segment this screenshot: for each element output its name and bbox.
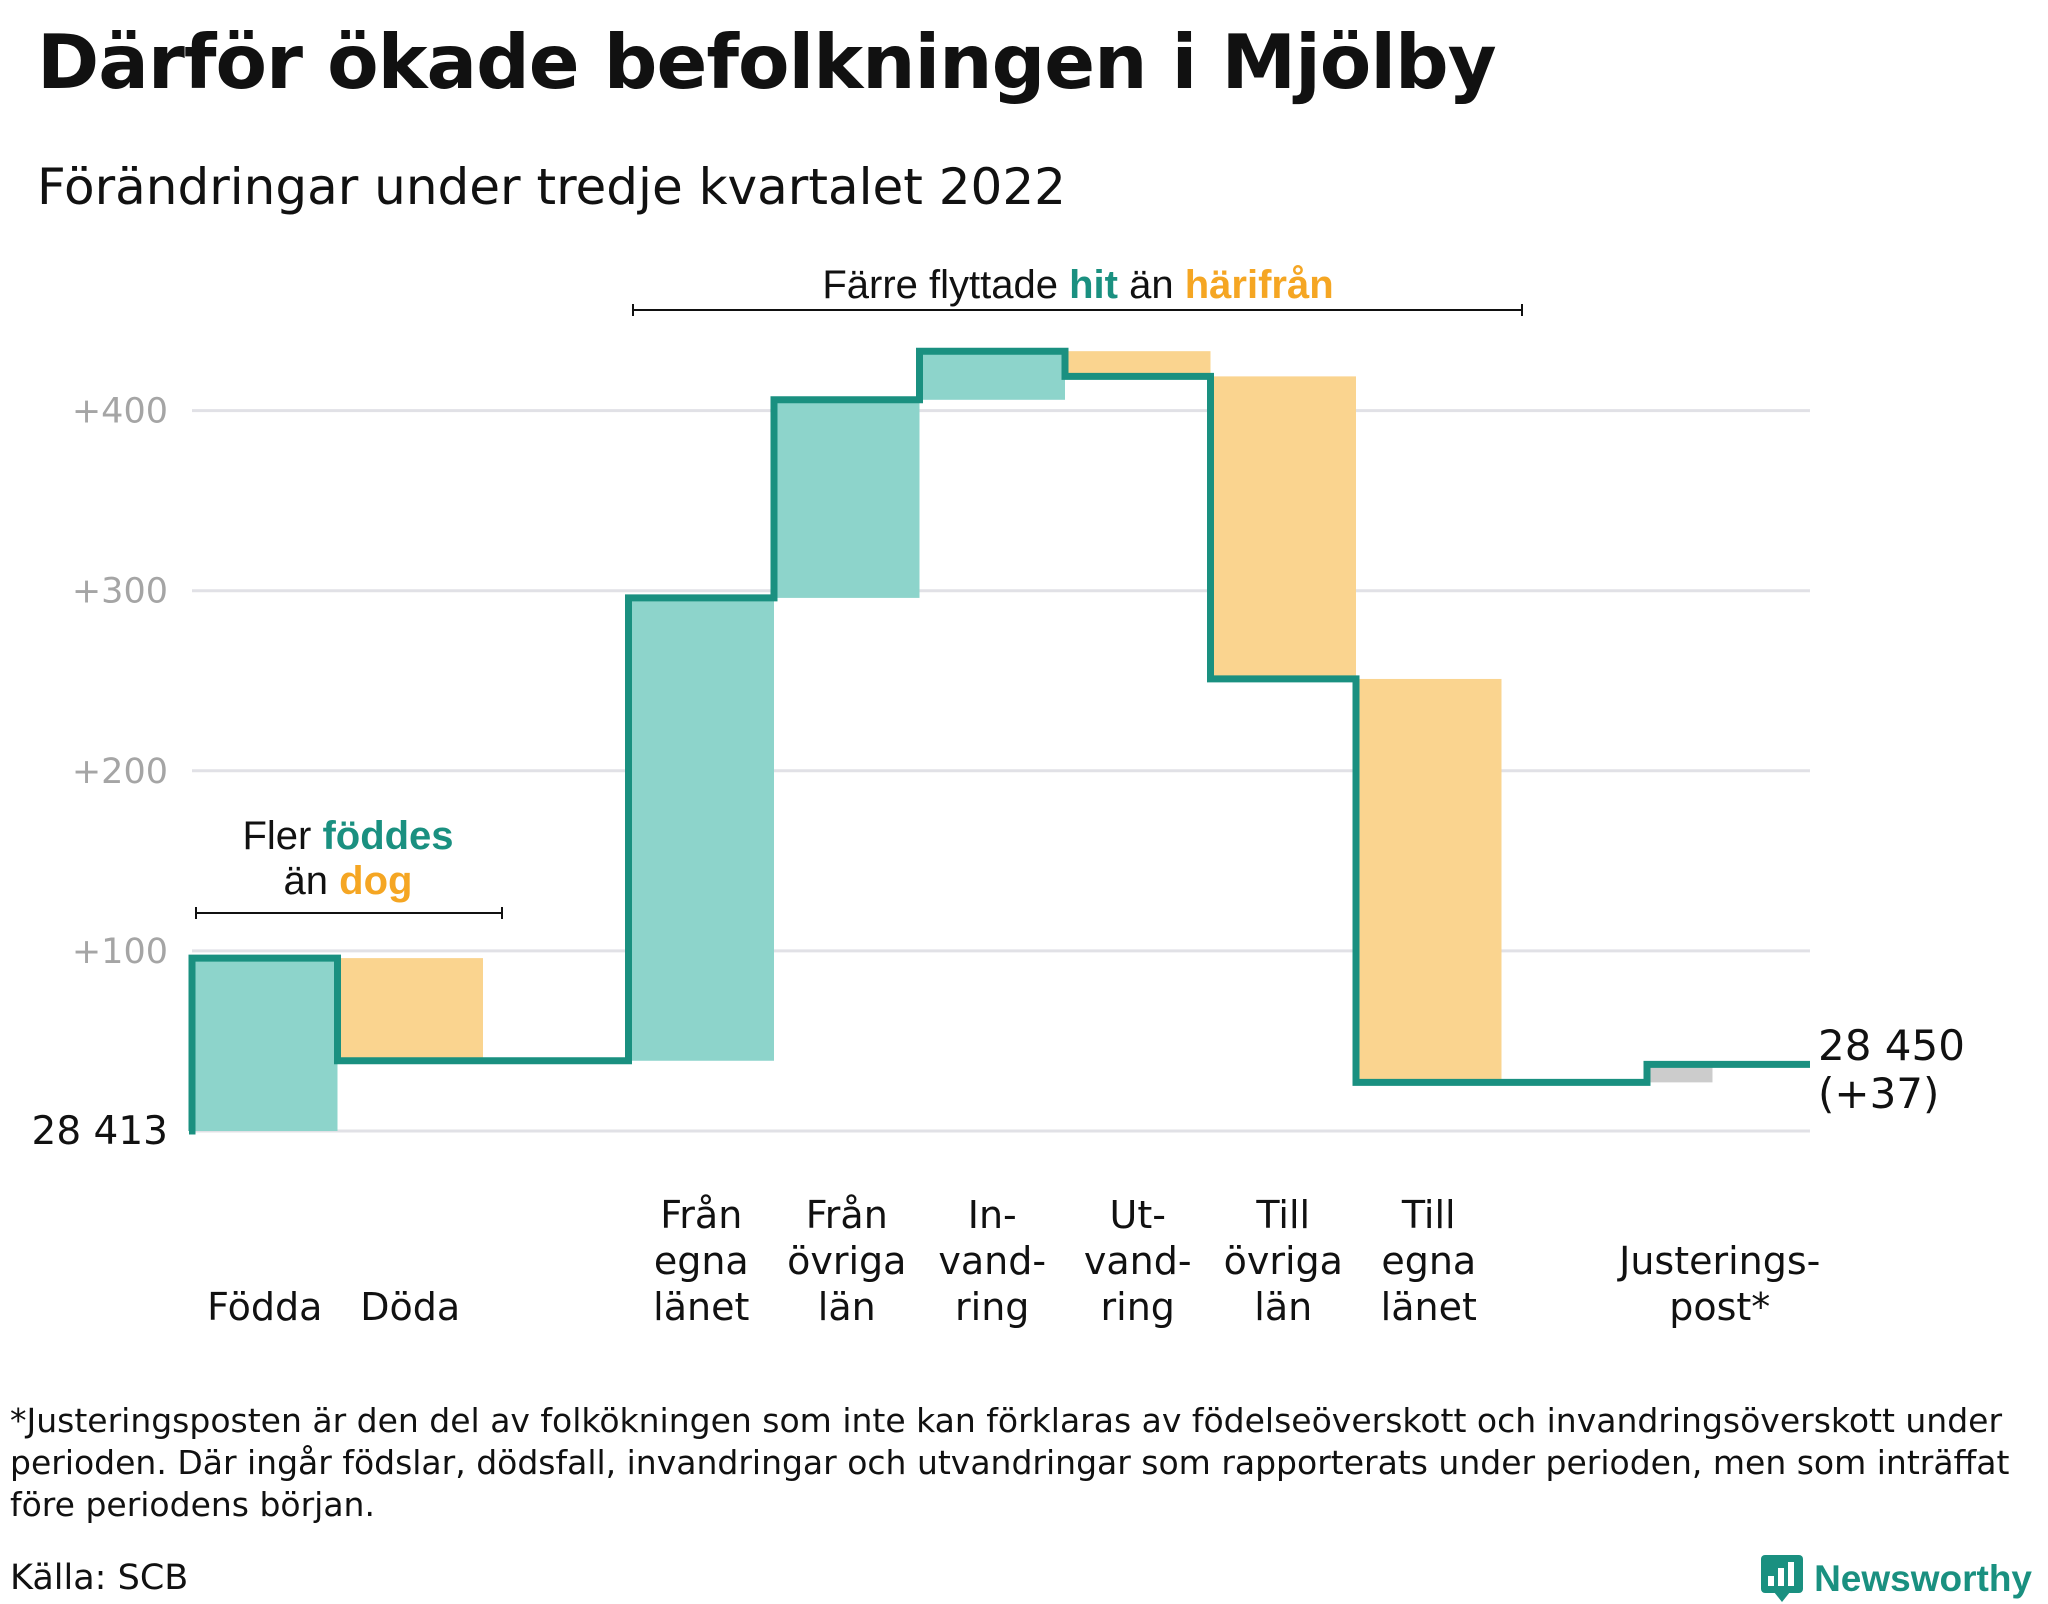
y-tick-label: +100: [72, 932, 168, 972]
y-tick-label: +400: [72, 392, 168, 432]
bar-adjustment: [1647, 1064, 1713, 1083]
bar-increase: [919, 351, 1065, 400]
annotation-segment: härifrån: [1185, 263, 1334, 307]
bar-decrease: [1065, 351, 1211, 377]
category-label: Födda: [207, 1285, 322, 1329]
category-label: Justerings-: [1617, 1239, 1820, 1283]
category-label: länet: [653, 1285, 749, 1329]
category-label: Till: [1255, 1193, 1310, 1237]
annotation-text: Fler föddes: [242, 814, 453, 858]
bar-increase: [628, 597, 774, 1061]
running-total-line: [188, 347, 1810, 1135]
category-label: övriga: [787, 1239, 906, 1283]
annotation-segment: än: [1118, 263, 1185, 307]
annotation-segment: dog: [339, 859, 412, 903]
annotation-segment: än: [284, 859, 340, 903]
category-label: egna: [654, 1239, 749, 1283]
category-label: Döda: [360, 1285, 460, 1329]
category-label: egna: [1381, 1239, 1476, 1283]
footnote: *Justeringsposten är den del av folkökni…: [10, 1401, 2010, 1524]
category-label: post*: [1669, 1285, 1770, 1329]
chart-subtitle: Förändringar under tredje kvartalet 2022: [37, 158, 1066, 216]
category-label: ring: [1101, 1285, 1175, 1329]
bar-increase: [192, 958, 338, 1131]
annotation-segment: hit: [1069, 263, 1118, 307]
category-label: In-: [968, 1193, 1017, 1237]
grid-layer: [192, 409, 1810, 1133]
brand-name: Newsworthy: [1814, 1558, 2032, 1599]
chart-title: Därför ökade befolkningen i Mjölby: [37, 18, 1497, 106]
bar-decrease: [1210, 376, 1356, 679]
newsworthy-logo-icon: [1761, 1555, 1804, 1602]
y-tick-label: +200: [72, 752, 168, 792]
category-label: län: [818, 1285, 876, 1329]
bar-decrease: [1356, 678, 1502, 1083]
category-label: län: [1254, 1285, 1312, 1329]
category-label: Ut-: [1110, 1193, 1166, 1237]
category-label: vand-: [938, 1239, 1046, 1283]
bar-increase: [774, 399, 920, 598]
y-tick-label: +300: [72, 572, 168, 612]
annotation-segment: Färre flyttade: [822, 263, 1069, 307]
start-value-label: 28 413: [32, 1109, 168, 1154]
running-total-layer: [188, 347, 1810, 1135]
category-label: ring: [955, 1285, 1029, 1329]
category-label: Från: [660, 1193, 742, 1237]
bar-layer: [192, 351, 1713, 1131]
category-label: övriga: [1224, 1239, 1343, 1283]
annotation-segment: Fler: [242, 814, 322, 858]
end-change-label: (+37): [1818, 1069, 1939, 1118]
annotation-text: än dog: [284, 859, 413, 903]
brand-logo: Newsworthy: [1760, 1554, 2032, 1604]
category-label: länet: [1381, 1285, 1477, 1329]
annotation-text: Färre flyttade hit än härifrån: [822, 263, 1333, 307]
y-tick-layer: +100 +200 +300 +400: [72, 392, 168, 972]
category-label: Till: [1401, 1193, 1456, 1237]
annotation-segment: föddes: [322, 814, 453, 858]
source-note: Källa: SCB: [10, 1558, 189, 1598]
waterfall-chart: +100+200+300+400 Födda DödaFrånegnalänetF…: [32, 263, 1965, 1329]
bar-decrease: [337, 958, 483, 1061]
category-label: Från: [806, 1193, 888, 1237]
category-label-layer: Födda DödaFrånegnalänetFrånövrigalänIn-va…: [32, 1021, 1965, 1329]
end-value-label: 28 450: [1818, 1021, 1965, 1070]
category-label: vand-: [1084, 1239, 1192, 1283]
